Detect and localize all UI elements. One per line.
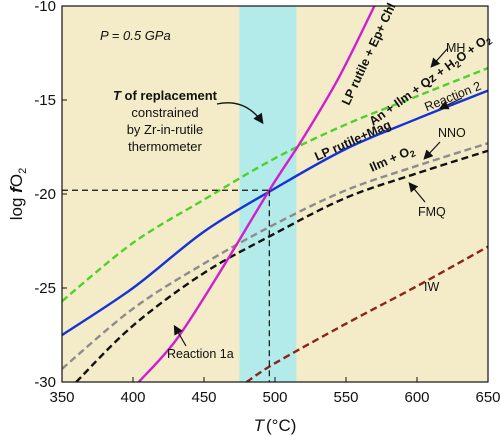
y-tick-label: -15 bbox=[34, 92, 56, 109]
reaction1a-label: Reaction 1a bbox=[167, 347, 234, 361]
y-tick-label: -20 bbox=[34, 186, 56, 203]
y-tick-label: -10 bbox=[34, 0, 56, 15]
reaction1a-arrow bbox=[173, 324, 187, 347]
fmq-arrow bbox=[408, 182, 426, 203]
iw-label: IW bbox=[424, 280, 439, 294]
series-line-nno bbox=[62, 142, 488, 370]
y-axis-title: log fO2 bbox=[7, 168, 29, 220]
y-tick-label: -25 bbox=[34, 280, 56, 297]
replacement-note-line4: thermometer bbox=[128, 139, 202, 154]
x-tick-label: 500 bbox=[262, 389, 287, 406]
x-tick-label: 600 bbox=[404, 389, 429, 406]
mh-arrow bbox=[430, 47, 449, 68]
nno-arrow bbox=[423, 141, 441, 160]
nno-label: NNO bbox=[438, 126, 466, 140]
replacement-note-line2: constrained bbox=[131, 105, 198, 120]
x-tick-label: 550 bbox=[333, 389, 358, 406]
replacement-note-line1: T of replacement bbox=[113, 88, 218, 103]
fmq-label: FMQ bbox=[418, 205, 446, 219]
x-tick-label: 650 bbox=[475, 389, 500, 406]
pressure-label: P = 0.5 GPa bbox=[100, 28, 171, 43]
series-line-lp-rutile-mag-ilm-o2 bbox=[62, 89, 488, 337]
x-tick-label: 450 bbox=[191, 389, 216, 406]
replacement-arrow bbox=[216, 102, 264, 125]
x-tick-label: 350 bbox=[49, 389, 74, 406]
series-line-iw bbox=[245, 245, 488, 382]
mh-label: MH bbox=[446, 41, 465, 55]
y-tick-label: -30 bbox=[34, 374, 56, 391]
x-tick-label: 400 bbox=[120, 389, 145, 406]
x-axis-title: T (°C) bbox=[254, 416, 297, 435]
series-line-mh bbox=[62, 66, 488, 303]
reaction2-arrow bbox=[438, 97, 463, 110]
replacement-note-line3: by Zr-in-rutile bbox=[127, 122, 204, 137]
series-line-fmq bbox=[75, 149, 488, 382]
